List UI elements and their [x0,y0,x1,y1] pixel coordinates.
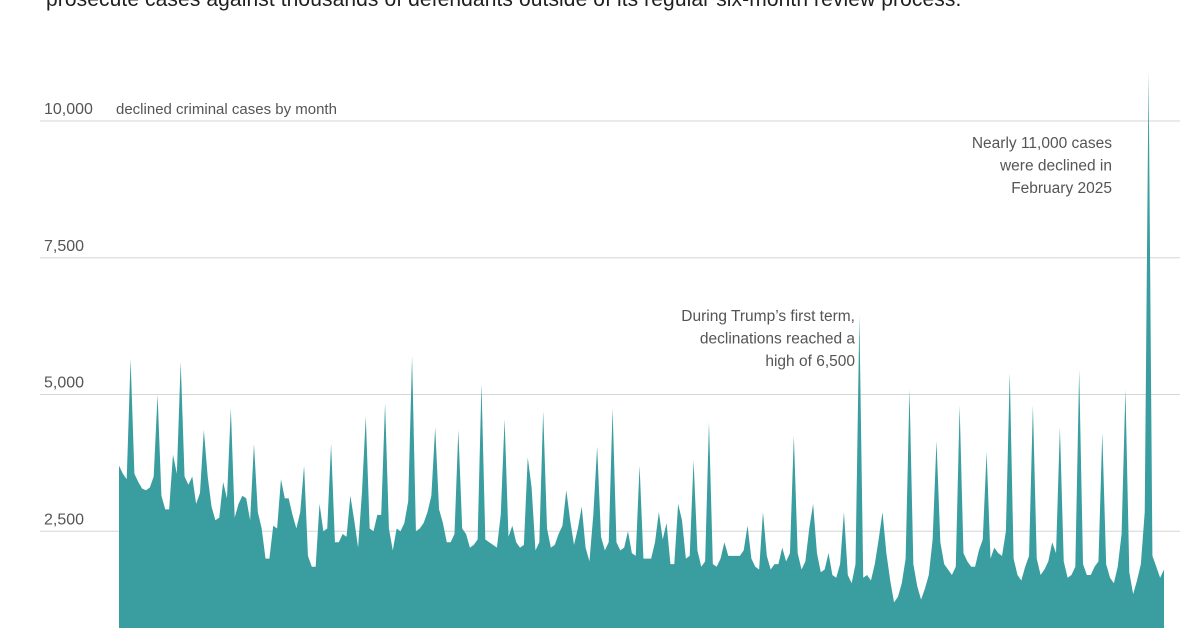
y-tick-label: 5,000 [44,375,84,392]
annotation-2-line: Nearly 11,000 cases [972,135,1112,152]
y-tick-label: 10,000 [44,101,93,118]
annotation-1-line: declinations reached a [700,331,855,348]
annotation-2-line: February 2025 [1011,180,1112,197]
annotations: During Trump’s first term, declinations r… [681,135,1112,370]
y-axis-unit-label: declined criminal cases by month [116,101,337,118]
annotation-1-line: high of 6,500 [765,353,855,370]
annotation-1-line: During Trump’s first term, [681,308,855,325]
header-text: prosecute cases against thousands of def… [46,0,961,12]
declined-cases-area [119,71,1164,628]
area-layer [119,71,1164,628]
y-tick-label: 2,500 [44,511,84,528]
annotation-2-line: were declined in [999,158,1112,175]
y-tick-label: 7,500 [44,238,84,255]
y-axis-labels: 2,500 5,000 7,500 10,000 declined criminal c… [44,101,337,528]
